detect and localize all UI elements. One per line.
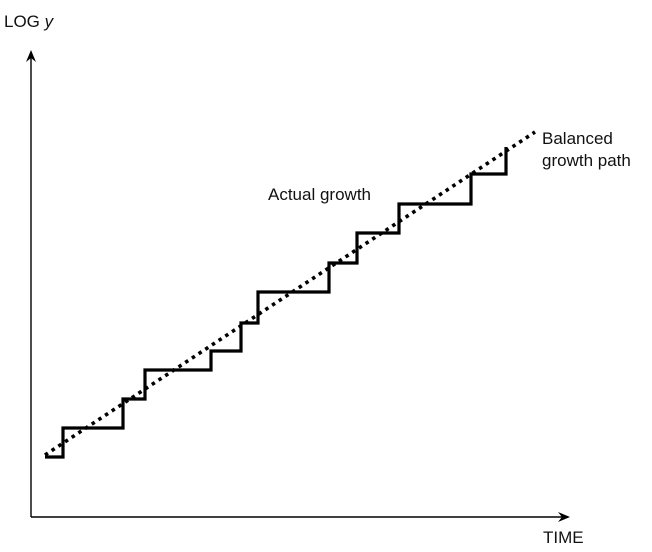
balanced-label-line1: Balanced xyxy=(542,129,613,148)
y-axis-label-text: LOG xyxy=(4,12,40,31)
y-axis-label-variable: y xyxy=(44,12,54,31)
actual-growth-label: Actual growth xyxy=(268,185,371,204)
balanced-growth-path-label: Balanced growth path xyxy=(542,128,631,172)
y-axis-label: LOG y xyxy=(4,11,53,32)
x-axis-label: TIME xyxy=(543,528,584,547)
balanced-label-line2: growth path xyxy=(542,151,631,170)
actual-growth-step-line xyxy=(45,147,508,459)
balanced-growth-path-line xyxy=(44,130,536,457)
